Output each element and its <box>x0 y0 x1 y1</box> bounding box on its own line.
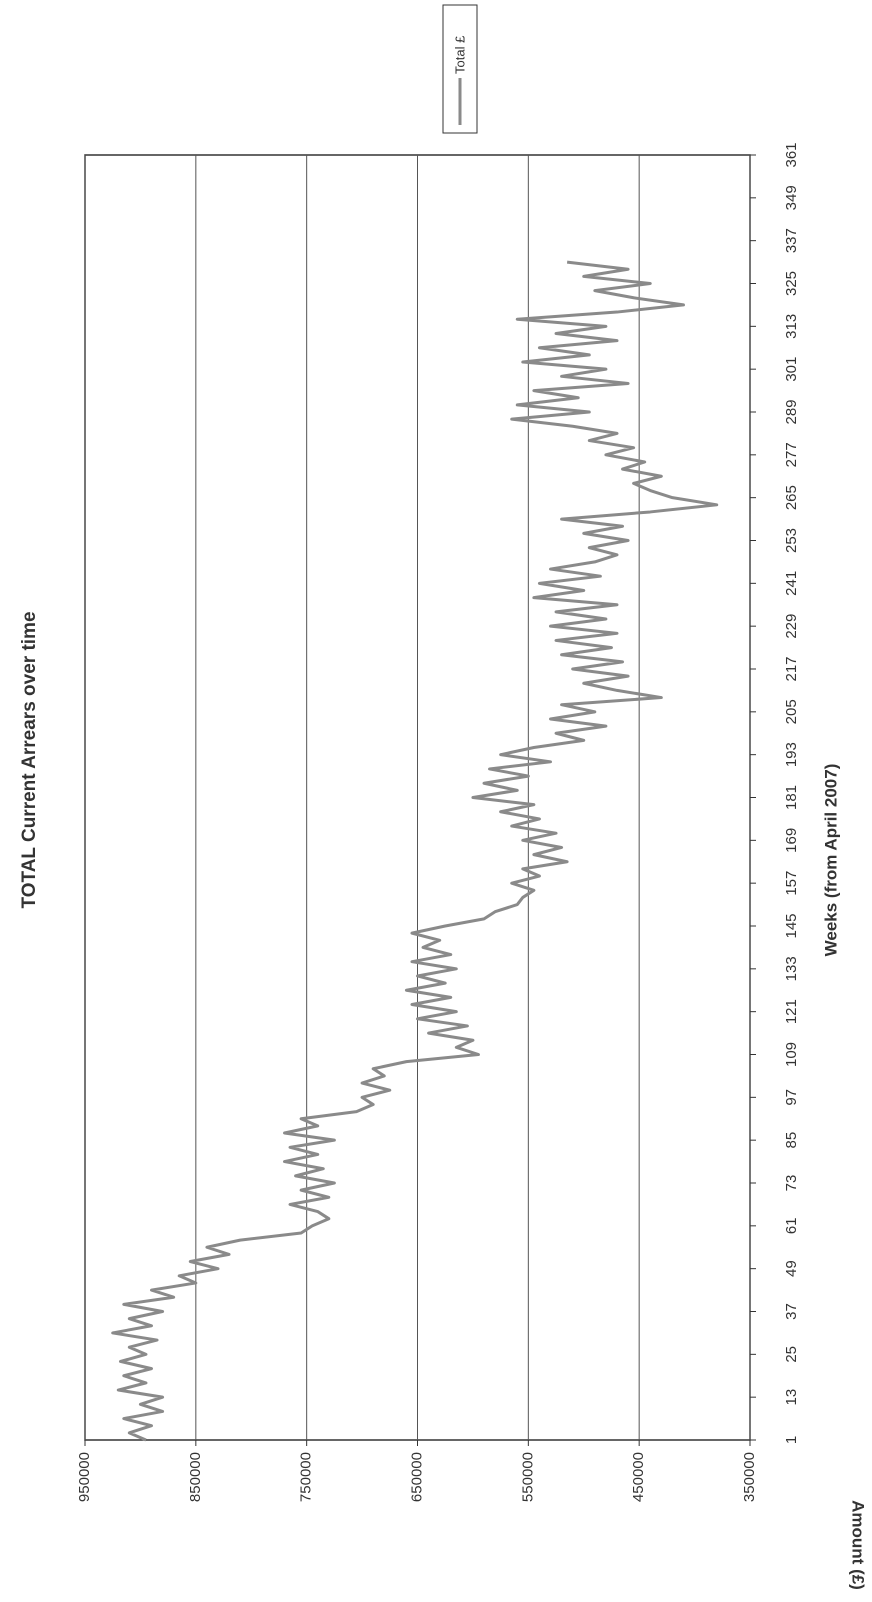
x-tick-label: 37 <box>783 1303 800 1320</box>
y-tick-label: 850000 <box>187 1452 204 1502</box>
x-tick-label: 13 <box>783 1389 800 1406</box>
x-tick-label: 133 <box>783 956 800 981</box>
y-tick-label: 350000 <box>741 1452 758 1502</box>
x-tick-label: 145 <box>783 913 800 938</box>
x-axis-label: Weeks (from April 2007) <box>821 764 840 957</box>
x-tick-label: 277 <box>783 442 800 467</box>
y-tick-label: 450000 <box>630 1452 647 1502</box>
x-tick-label: 301 <box>783 357 800 382</box>
x-tick-label: 337 <box>783 228 800 253</box>
y-tick-label: 650000 <box>408 1452 425 1502</box>
x-tick-label: 49 <box>783 1260 800 1277</box>
x-tick-label: 1 <box>783 1436 800 1444</box>
x-tick-label: 265 <box>783 485 800 510</box>
x-tick-label: 253 <box>783 528 800 553</box>
x-tick-label: 181 <box>783 785 800 810</box>
y-tick-label: 550000 <box>519 1452 536 1502</box>
x-tick-label: 169 <box>783 828 800 853</box>
chart-title: TOTAL Current Arrears over time <box>19 611 40 908</box>
x-tick-label: 193 <box>783 742 800 767</box>
x-tick-label: 97 <box>783 1089 800 1106</box>
x-tick-label: 121 <box>783 999 800 1024</box>
x-tick-label: 85 <box>783 1132 800 1149</box>
y-tick-label: 950000 <box>76 1452 93 1502</box>
x-tick-label: 325 <box>783 271 800 296</box>
x-tick-label: 61 <box>783 1217 800 1234</box>
x-tick-label: 289 <box>783 399 800 424</box>
data-line <box>111 260 719 1442</box>
y-axis-label: Amount (£) <box>849 1500 868 1590</box>
x-tick-label: 217 <box>783 656 800 681</box>
x-tick-label: 73 <box>783 1175 800 1192</box>
x-tick-label: 241 <box>783 571 800 596</box>
x-tick-label: 109 <box>783 1042 800 1067</box>
y-tick-label: 750000 <box>298 1452 315 1502</box>
legend-label: Total £ <box>452 35 467 74</box>
x-tick-label: 229 <box>783 614 800 639</box>
x-tick-label: 157 <box>783 871 800 896</box>
x-tick-label: 313 <box>783 314 800 339</box>
x-tick-label: 361 <box>783 142 800 167</box>
x-tick-label: 205 <box>783 699 800 724</box>
x-tick-label: 25 <box>783 1346 800 1363</box>
x-tick-label: 349 <box>783 185 800 210</box>
